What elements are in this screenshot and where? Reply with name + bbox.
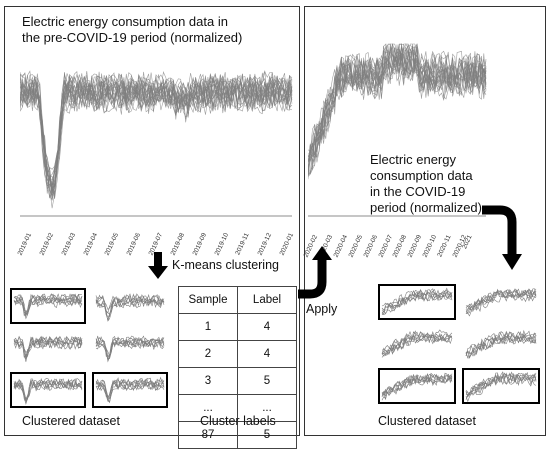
right-cluster-series-line bbox=[381, 374, 453, 396]
table-cell: ... bbox=[178, 394, 238, 422]
right-cluster-plot bbox=[465, 329, 537, 359]
right-dataset-caption: Clustered dataset bbox=[378, 414, 476, 428]
table-header-row: Sample Label bbox=[178, 286, 297, 314]
curved-down-arrow-icon bbox=[482, 205, 522, 270]
left-cluster-series-line bbox=[13, 381, 83, 402]
table-cell: 3 bbox=[178, 367, 238, 395]
left-cluster-plot bbox=[95, 335, 165, 363]
covid-series-line bbox=[308, 43, 487, 173]
right-cluster-highlight-frame bbox=[378, 368, 456, 404]
left-cluster-highlight-frame bbox=[10, 372, 86, 408]
right-cluster-series-line bbox=[465, 292, 537, 317]
right-cluster-plot bbox=[378, 284, 456, 320]
right-cluster-series-line bbox=[381, 332, 453, 357]
left-cluster-series-line bbox=[95, 337, 165, 358]
table-cell: 1 bbox=[178, 313, 238, 341]
right-cluster-series-line bbox=[465, 288, 537, 310]
right-cluster-highlight-frame bbox=[378, 284, 456, 320]
pre-covid-series-line bbox=[20, 83, 293, 209]
covid-panel bbox=[304, 6, 546, 436]
left-cluster-series-line bbox=[95, 293, 165, 310]
left-cluster-series-line bbox=[95, 338, 165, 363]
right-cluster-series-line bbox=[381, 375, 453, 400]
left-cluster-highlight-frame bbox=[92, 372, 168, 408]
apply-arrow-icon bbox=[298, 246, 332, 299]
table-header-sample: Sample bbox=[178, 286, 238, 314]
right-cluster-plot bbox=[465, 288, 537, 317]
left-cluster-series-line bbox=[13, 339, 83, 358]
right-cluster-series-line bbox=[381, 329, 453, 354]
table-row: ...... bbox=[178, 394, 297, 422]
left-cluster-series-line bbox=[95, 294, 165, 315]
kmeans-step-label: K-means clustering bbox=[172, 258, 279, 272]
table-cell: 2 bbox=[178, 340, 238, 368]
right-cluster-series-line bbox=[381, 332, 453, 358]
left-cluster-series-line bbox=[13, 335, 83, 359]
left-cluster-plot bbox=[95, 293, 165, 322]
cluster-labels-caption: Cluster labels bbox=[200, 414, 276, 428]
left-cluster-highlight-frame bbox=[10, 288, 86, 324]
covid-series-lines bbox=[308, 43, 487, 180]
right-cluster-series-line bbox=[465, 290, 537, 314]
right-cluster-series-line bbox=[381, 287, 453, 307]
covid-series-line bbox=[308, 44, 487, 175]
pre-covid-panel bbox=[4, 6, 300, 436]
left-cluster-series-line bbox=[95, 381, 165, 404]
left-cluster-plot bbox=[13, 335, 83, 362]
left-cluster-plot bbox=[10, 372, 86, 408]
left-cluster-series-line bbox=[13, 296, 83, 317]
pre-covid-caption: Electric energy consumption data in the … bbox=[22, 14, 243, 45]
down-arrow-icon bbox=[148, 252, 168, 279]
right-cluster-series-line bbox=[381, 293, 453, 315]
apply-step-label: Apply bbox=[306, 302, 338, 316]
right-cluster-series-line bbox=[381, 288, 453, 313]
left-cluster-plot bbox=[10, 288, 86, 324]
right-cluster-series-line bbox=[465, 372, 537, 397]
right-cluster-plot bbox=[378, 368, 456, 404]
covid-caption: Electric energy consumption data in the … bbox=[370, 152, 482, 215]
table-cell: 4 bbox=[237, 340, 297, 368]
left-cluster-series-line bbox=[13, 294, 83, 315]
table-header-label: Label bbox=[237, 286, 297, 314]
right-cluster-series-line bbox=[465, 376, 537, 403]
right-cluster-series-line bbox=[381, 334, 453, 356]
table-cell: ... bbox=[237, 394, 297, 422]
right-cluster-highlight-frame bbox=[462, 368, 540, 404]
right-cluster-series-line bbox=[465, 288, 537, 312]
left-cluster-series-line bbox=[13, 379, 83, 405]
right-cluster-series-line bbox=[381, 289, 453, 316]
table-cell: 5 bbox=[237, 367, 297, 395]
right-cluster-series-line bbox=[381, 334, 453, 355]
right-cluster-series-line bbox=[381, 373, 453, 397]
table-cell: 4 bbox=[237, 313, 297, 341]
left-dataset-caption: Clustered dataset bbox=[22, 414, 120, 428]
pre-covid-series-line bbox=[20, 70, 293, 190]
right-cluster-series-line bbox=[465, 334, 537, 359]
pre-covid-series-lines bbox=[20, 70, 293, 209]
left-cluster-series-line bbox=[13, 377, 83, 401]
right-cluster-series-line bbox=[381, 374, 453, 401]
right-cluster-series-line bbox=[465, 329, 537, 355]
pre-covid-series-line bbox=[20, 82, 293, 200]
left-cluster-plot bbox=[92, 372, 168, 408]
covid-series-plot bbox=[308, 43, 487, 217]
pre-covid-series-line bbox=[20, 70, 293, 191]
right-cluster-plot bbox=[381, 329, 453, 358]
pre-covid-series-plot bbox=[20, 70, 293, 217]
right-cluster-plot bbox=[462, 368, 540, 404]
covid-series-line bbox=[308, 43, 487, 163]
